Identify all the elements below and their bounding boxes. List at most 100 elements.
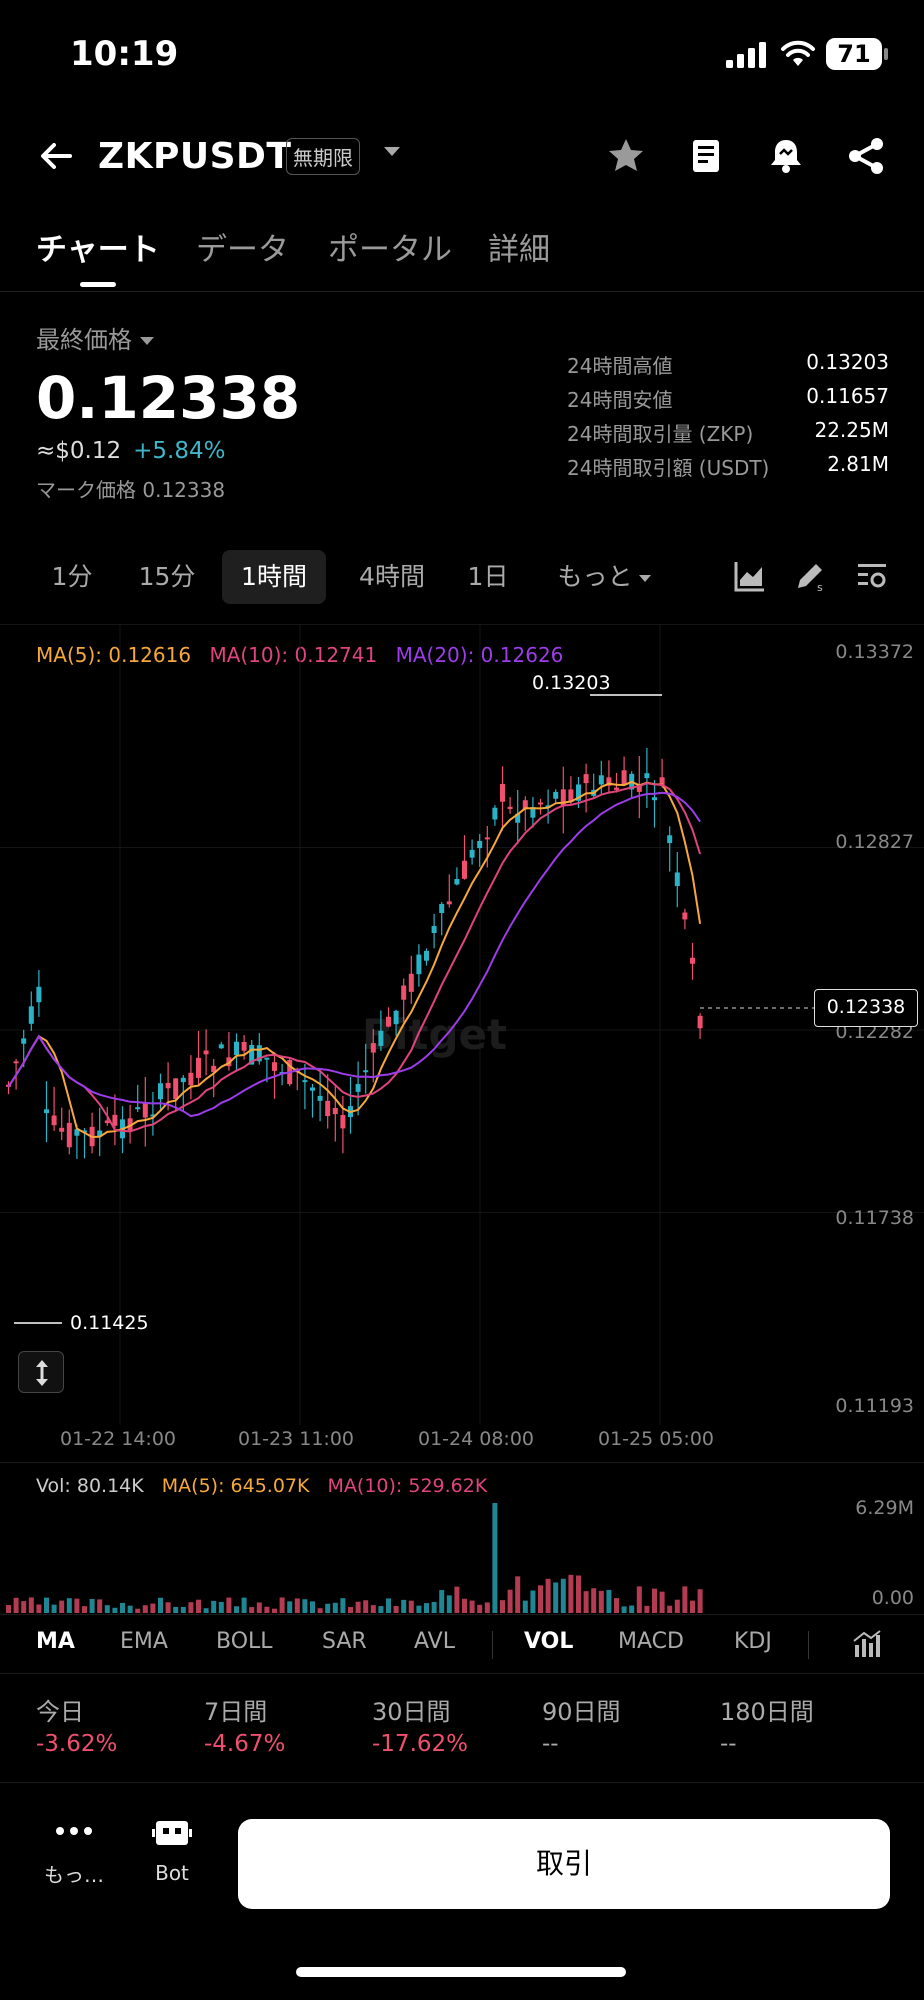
candle-body <box>674 872 680 887</box>
x-axis-label: 01-23 11:00 <box>238 1428 355 1450</box>
volume-bar <box>51 1604 57 1613</box>
indicator-kdj[interactable]: KDJ <box>734 1629 772 1654</box>
volume-panel[interactable]: Vol: 80.14K MA(5): 645.07K MA(10): 529.6… <box>0 1462 924 1613</box>
star-icon[interactable] <box>604 134 648 178</box>
timeframe-4h[interactable]: 4時間 <box>359 562 425 591</box>
timeframe-1d[interactable]: 1日 <box>467 562 509 591</box>
indicator-boll[interactable]: BOLL <box>216 1629 273 1654</box>
volume-bar <box>538 1585 543 1613</box>
battery-indicator: 71 <box>826 38 882 70</box>
pair-dropdown-icon[interactable] <box>384 147 400 156</box>
tab-chart[interactable]: チャート <box>36 232 160 268</box>
drawing-tool-icon[interactable]: s <box>792 558 828 594</box>
volume-bar <box>127 1605 133 1613</box>
volume-bar <box>112 1607 118 1613</box>
last-price-label[interactable]: 最終価格 <box>36 320 154 355</box>
candle-body <box>127 1118 133 1131</box>
share-icon[interactable] <box>844 134 888 178</box>
price-change: +5.84% <box>133 438 226 464</box>
volume-bar <box>682 1586 688 1613</box>
perf-label: 今日 <box>36 1698 84 1726</box>
candle-body <box>408 973 414 992</box>
chart-settings-icon[interactable] <box>854 558 890 594</box>
volume-bar <box>294 1598 300 1613</box>
candle-body <box>59 1127 65 1132</box>
status-bar: 10:19 71 <box>0 0 924 110</box>
indicator-settings-icon[interactable] <box>852 1629 882 1659</box>
volume-bar <box>431 1601 437 1613</box>
candle-body <box>218 1044 224 1049</box>
scale-toggle[interactable] <box>18 1351 64 1393</box>
volume-bar <box>150 1603 156 1613</box>
candle-body <box>431 925 437 934</box>
main-tabs: チャート データ ポータル 詳細 <box>0 218 924 292</box>
candlestick-plot: Bitget 0.13203 0.11425 <box>0 625 924 1425</box>
tab-details[interactable]: 詳細 <box>488 232 550 268</box>
pair-symbol[interactable]: ZKPUSDT <box>98 136 292 177</box>
volume-bar <box>545 1578 551 1613</box>
volume-min-label: 0.00 <box>871 1587 914 1609</box>
volume-bar <box>188 1602 194 1613</box>
volume-bar <box>674 1599 680 1613</box>
stat-value: 22.25M <box>814 418 889 442</box>
volume-bar <box>249 1607 255 1613</box>
timeframe-1m[interactable]: 1分 <box>51 562 93 591</box>
volume-bar <box>6 1605 11 1613</box>
timeframe-15m[interactable]: 15分 <box>138 562 196 591</box>
candle-body <box>256 1045 262 1062</box>
low-marker-label: 0.11425 <box>70 1312 149 1334</box>
alert-bell-icon[interactable] <box>764 134 808 178</box>
orderbook-icon[interactable] <box>684 134 728 178</box>
timeframe-1h[interactable]: 1時間 <box>222 550 326 604</box>
timeframe-more-label: もっと <box>557 562 633 591</box>
trade-button[interactable]: 取引 <box>238 1819 890 1909</box>
pair-header: ZKPUSDT 無期限 <box>0 120 924 200</box>
volume-bar <box>454 1586 460 1613</box>
chart-type-icon[interactable] <box>732 558 768 594</box>
candle-body <box>135 1107 141 1110</box>
volume-bar <box>522 1600 528 1613</box>
more-button[interactable]: もっ… <box>36 1823 112 1888</box>
scale-arrows-icon <box>36 1360 48 1386</box>
perf-value: -- <box>720 1731 737 1757</box>
volume-bar <box>439 1590 445 1613</box>
volume-bar <box>515 1576 521 1613</box>
volume-bar <box>560 1578 566 1613</box>
watermark-text: Bitget <box>362 1010 507 1059</box>
indicator-vol[interactable]: VOL <box>524 1629 574 1654</box>
bot-button[interactable]: Bot <box>142 1817 202 1885</box>
stat-row: 24時間安値 0.11657 <box>567 384 889 418</box>
indicator-sar[interactable]: SAR <box>322 1629 367 1654</box>
candle-body <box>484 837 490 840</box>
volume-bar <box>500 1600 505 1613</box>
x-axis-label: 01-22 14:00 <box>60 1428 177 1450</box>
candle-body <box>393 1010 399 1025</box>
candle-body <box>507 806 513 809</box>
indicator-macd[interactable]: MACD <box>618 1629 684 1654</box>
volume-bar <box>66 1598 72 1613</box>
volume-bar <box>614 1598 619 1613</box>
candle-body <box>492 807 498 820</box>
volume-bar <box>652 1588 657 1613</box>
indicator-ma[interactable]: MA <box>36 1629 75 1654</box>
stat-row: 24時間取引量 (ZKP) 22.25M <box>567 418 889 452</box>
candle-body <box>667 835 673 844</box>
indicator-ema[interactable]: EMA <box>120 1629 168 1654</box>
back-arrow-icon[interactable] <box>36 136 76 176</box>
volume-bar <box>363 1600 369 1613</box>
perf-label: 180日間 <box>720 1698 814 1726</box>
ma20-line <box>7 791 701 1118</box>
tab-portal[interactable]: ポータル <box>328 232 452 268</box>
ma5-line <box>7 780 702 1139</box>
candle-body <box>173 1078 179 1100</box>
tab-data[interactable]: データ <box>196 232 289 268</box>
battery-tip <box>884 48 888 60</box>
volume-ma10: MA(10): 529.62K <box>327 1475 488 1497</box>
ma20-legend: MA(20): 0.12626 <box>395 643 564 667</box>
candle-body <box>439 903 445 913</box>
timeframe-more[interactable]: もっと <box>544 550 664 604</box>
indicator-avl[interactable]: AVL <box>414 1629 455 1654</box>
price-chart[interactable]: MA(5): 0.12616 MA(10): 0.12741 MA(20): 0… <box>0 624 924 1425</box>
volume-bar <box>142 1605 148 1613</box>
volume-bar <box>97 1599 103 1613</box>
